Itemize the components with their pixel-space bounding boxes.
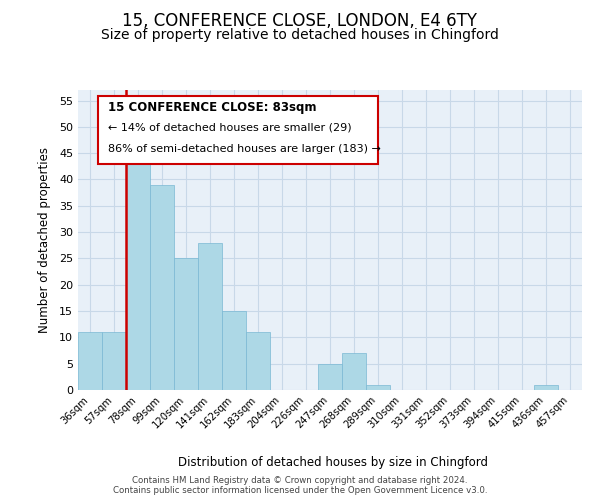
Bar bbox=[102, 332, 126, 390]
Bar bbox=[246, 332, 270, 390]
Bar bbox=[78, 332, 102, 390]
Text: Contains HM Land Registry data © Crown copyright and database right 2024.: Contains HM Land Registry data © Crown c… bbox=[132, 476, 468, 485]
Text: 86% of semi-detached houses are larger (183) →: 86% of semi-detached houses are larger (… bbox=[108, 144, 381, 154]
Bar bbox=[318, 364, 342, 390]
Y-axis label: Number of detached properties: Number of detached properties bbox=[38, 147, 50, 333]
Bar bbox=[366, 384, 390, 390]
Text: Distribution of detached houses by size in Chingford: Distribution of detached houses by size … bbox=[178, 456, 488, 469]
Text: ← 14% of detached houses are smaller (29): ← 14% of detached houses are smaller (29… bbox=[108, 122, 352, 132]
Bar bbox=[150, 184, 174, 390]
Text: 15, CONFERENCE CLOSE, LONDON, E4 6TY: 15, CONFERENCE CLOSE, LONDON, E4 6TY bbox=[122, 12, 478, 30]
Text: Contains public sector information licensed under the Open Government Licence v3: Contains public sector information licen… bbox=[113, 486, 487, 495]
Text: 15 CONFERENCE CLOSE: 83sqm: 15 CONFERENCE CLOSE: 83sqm bbox=[108, 102, 317, 114]
Bar bbox=[174, 258, 198, 390]
Bar bbox=[198, 242, 222, 390]
Bar bbox=[534, 384, 558, 390]
Bar bbox=[222, 311, 246, 390]
Bar bbox=[342, 353, 366, 390]
Text: Size of property relative to detached houses in Chingford: Size of property relative to detached ho… bbox=[101, 28, 499, 42]
FancyBboxPatch shape bbox=[98, 96, 378, 164]
Bar bbox=[126, 153, 150, 390]
